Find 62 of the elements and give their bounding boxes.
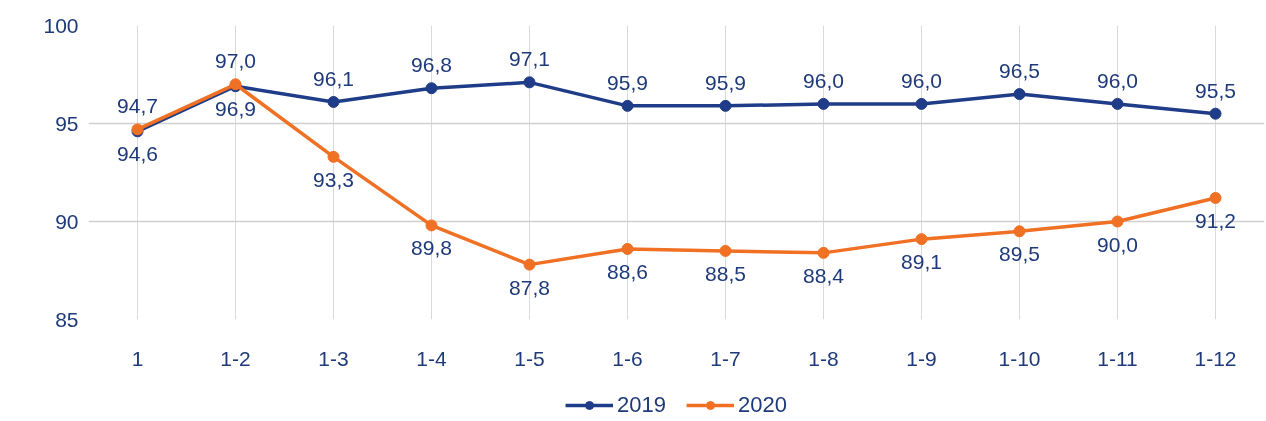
data-label: 95,9 [607, 70, 648, 94]
data-label: 95,5 [1195, 78, 1236, 102]
data-label: 88,5 [705, 261, 746, 285]
data-label: 90,0 [1097, 232, 1138, 256]
x-tick-label: 1-12 [1194, 346, 1237, 370]
point [817, 97, 830, 110]
x-tick-label: 1-7 [710, 346, 741, 370]
data-label: 91,2 [1195, 208, 1236, 232]
point [1013, 88, 1026, 101]
x-tick-label: 1-5 [514, 346, 545, 370]
data-label: 94,7 [117, 94, 158, 118]
point [915, 233, 928, 246]
point [1111, 215, 1124, 228]
data-label: 96,0 [901, 68, 942, 92]
point [1013, 225, 1026, 238]
data-label: 89,1 [901, 250, 942, 274]
x-tick-label: 1-9 [906, 346, 937, 370]
data-label: 96,1 [313, 66, 354, 90]
x-tick-label: 1-3 [318, 346, 349, 370]
point [1209, 191, 1222, 204]
x-tick-label: 1-2 [220, 346, 251, 370]
y-tick-label: 100 [43, 13, 79, 37]
data-label: 89,8 [411, 236, 452, 260]
data-label: 93,3 [313, 167, 354, 191]
y-tick-label: 95 [55, 111, 79, 135]
point [817, 246, 830, 259]
data-label: 88,4 [803, 263, 845, 287]
x-tick-label: 1-11 [1097, 346, 1138, 370]
legend-label: 2019 [617, 392, 666, 418]
data-label: 87,8 [509, 275, 550, 299]
point [327, 150, 340, 163]
point [327, 95, 340, 108]
point [719, 244, 732, 257]
data-label: 97,1 [509, 47, 550, 71]
point [425, 82, 438, 95]
point [1111, 97, 1124, 110]
data-label: 96,8 [411, 53, 452, 77]
data-label: 94,6 [117, 142, 158, 166]
point [719, 99, 732, 112]
point [523, 76, 536, 89]
x-tick-label: 1 [131, 346, 144, 370]
x-tick-label: 1-10 [998, 346, 1041, 370]
data-label: 88,6 [607, 259, 648, 283]
data-label: 97,0 [215, 49, 256, 73]
y-tick-label: 85 [55, 307, 79, 331]
x-tick-label: 1-4 [416, 346, 447, 370]
data-label: 96,0 [803, 68, 844, 92]
data-label: 96,0 [1097, 68, 1138, 92]
data-label: 89,5 [999, 242, 1040, 266]
point [523, 258, 536, 271]
data-label: 95,9 [705, 70, 746, 94]
data-label: 96,9 [215, 97, 256, 121]
point [621, 99, 634, 112]
point [425, 219, 438, 232]
x-tick-label: 1-6 [612, 346, 643, 370]
point [621, 242, 634, 255]
point [915, 97, 928, 110]
y-tick-label: 90 [55, 209, 79, 233]
legend-label: 2020 [738, 392, 787, 418]
point [1209, 107, 1222, 120]
x-tick-label: 1-8 [808, 346, 839, 370]
data-label: 96,5 [999, 59, 1040, 83]
